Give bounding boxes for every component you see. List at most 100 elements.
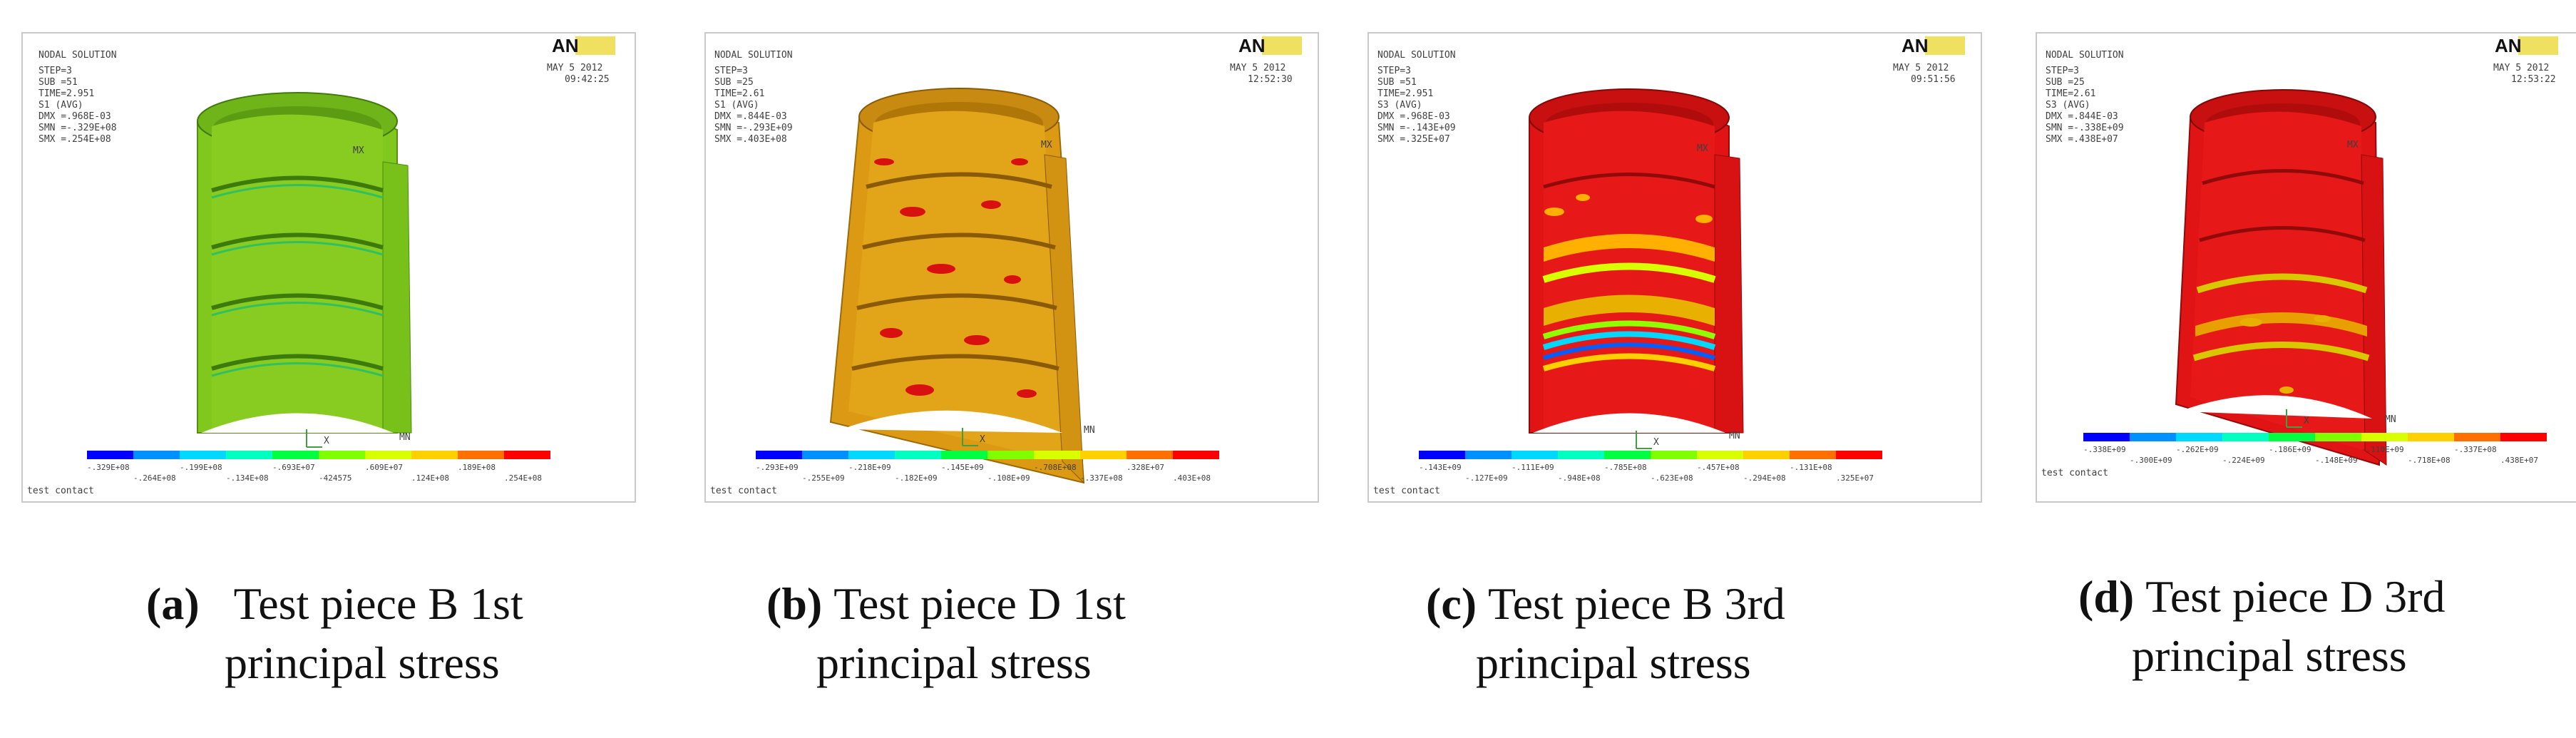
colorbar-segment xyxy=(848,451,895,459)
svg-text:STEP=3: STEP=3 xyxy=(1377,66,1411,76)
svg-text:AN: AN xyxy=(2495,35,2522,56)
svg-text:SUB =51: SUB =51 xyxy=(1377,77,1417,88)
colorbar-segment xyxy=(411,451,458,459)
ansys-logo: AN xyxy=(2495,35,2558,56)
caption-line2: principal stress xyxy=(225,637,500,689)
svg-text:SMN =-.293E+09: SMN =-.293E+09 xyxy=(714,123,793,133)
colorbar-segment xyxy=(941,451,987,459)
svg-text:NODAL SOLUTION: NODAL SOLUTION xyxy=(1377,50,1456,61)
caption-line1: Test piece D 3rd xyxy=(2145,571,2446,622)
colorbar-labels: -.293E+09 -.255E+09 -.218E+09 -.182E+09 … xyxy=(756,463,1211,483)
header-text: NODAL SOLUTION STEP=3 SUB =25 TIME=2.61 … xyxy=(714,50,793,145)
svg-text:-.457E+08: -.457E+08 xyxy=(1697,463,1740,472)
time-stamp: 12:52:30 xyxy=(1248,74,1293,85)
svg-text:SMX =.254E+08: SMX =.254E+08 xyxy=(39,134,111,145)
svg-text:SMX =.403E+08: SMX =.403E+08 xyxy=(714,134,787,145)
svg-text:SUB =51: SUB =51 xyxy=(39,77,78,88)
caption-line2: principal stress xyxy=(816,637,1092,689)
colorbar-segment xyxy=(802,451,848,459)
svg-text:NODAL SOLUTION: NODAL SOLUTION xyxy=(39,50,117,61)
svg-text:-.262E+09: -.262E+09 xyxy=(2176,445,2219,454)
svg-text:.438E+07: .438E+07 xyxy=(2500,456,2538,465)
svg-text:-.708E+08: -.708E+08 xyxy=(1034,463,1077,472)
svg-text:-424575: -424575 xyxy=(319,473,351,483)
caption-line1: Test piece B 1st xyxy=(233,578,523,629)
svg-text:-.300E+09: -.300E+09 xyxy=(2130,456,2172,465)
caption-line2: principal stress xyxy=(1476,637,1751,689)
colorbar-segment xyxy=(2269,433,2315,441)
svg-text:-.337E+08: -.337E+08 xyxy=(1080,473,1123,483)
colorbar-segment xyxy=(756,451,802,459)
ansys-logo: AN xyxy=(552,35,615,56)
svg-text:TIME=2.61: TIME=2.61 xyxy=(714,88,764,99)
svg-text:-.338E+09: -.338E+09 xyxy=(2083,445,2126,454)
svg-text:.328E+07: .328E+07 xyxy=(1127,463,1164,472)
svg-text:TIME=2.61: TIME=2.61 xyxy=(2046,88,2095,99)
svg-text:STEP=3: STEP=3 xyxy=(39,66,72,76)
header-text: NODAL SOLUTION STEP=3 SUB =25 TIME=2.61 … xyxy=(2046,50,2124,145)
colorbar-segment xyxy=(1604,451,1651,459)
svg-text:SMX =.325E+07: SMX =.325E+07 xyxy=(1377,134,1450,145)
colorbar xyxy=(87,451,550,459)
time-stamp: 09:51:56 xyxy=(1911,74,1956,85)
svg-text:-.264E+08: -.264E+08 xyxy=(133,473,176,483)
colorbar-segment xyxy=(895,451,941,459)
svg-text:.609E+07: .609E+07 xyxy=(365,463,403,472)
svg-text:.189E+08: .189E+08 xyxy=(458,463,496,472)
svg-text:SMN =-.329E+08: SMN =-.329E+08 xyxy=(39,123,117,133)
cylinder-model: MX MN X xyxy=(1529,88,1744,449)
colorbar-segment xyxy=(1419,451,1465,459)
svg-text:.124E+08: .124E+08 xyxy=(411,473,449,483)
caption-b: (b) Test piece D 1st principal stress xyxy=(766,574,1266,692)
svg-text:-.182E+09: -.182E+09 xyxy=(895,473,938,483)
caption-d: (d) Test piece D 3rd principal stress xyxy=(2078,567,2576,685)
date-stamp: MAY 5 2012 xyxy=(1230,63,1286,73)
svg-text:NODAL SOLUTION: NODAL SOLUTION xyxy=(2046,50,2124,61)
colorbar-segment xyxy=(365,451,411,459)
svg-text:S3 (AVG): S3 (AVG) xyxy=(1377,100,1422,111)
svg-text:DMX =.844E-03: DMX =.844E-03 xyxy=(714,111,787,122)
colorbar-segment xyxy=(1836,451,1882,459)
footer-label: test contact xyxy=(27,486,94,496)
colorbar-segment xyxy=(1790,451,1836,459)
svg-text:STEP=3: STEP=3 xyxy=(714,66,748,76)
caption-line2: principal stress xyxy=(2132,630,2407,682)
svg-text:AN: AN xyxy=(552,35,579,56)
colorbar-segment xyxy=(1512,451,1558,459)
colorbar-segment xyxy=(458,451,504,459)
svg-text:-.143E+09: -.143E+09 xyxy=(1419,463,1462,472)
colorbar xyxy=(2083,433,2547,441)
svg-text:-.218E+09: -.218E+09 xyxy=(848,463,891,472)
colorbar-segment xyxy=(1651,451,1697,459)
svg-text:-.785E+08: -.785E+08 xyxy=(1604,463,1647,472)
svg-text:-.718E+08: -.718E+08 xyxy=(2408,456,2451,465)
svg-text:-.293E+09: -.293E+09 xyxy=(756,463,799,472)
caption-letter: (d) xyxy=(2078,571,2135,622)
svg-text:MN: MN xyxy=(399,432,411,443)
footer-label: test contact xyxy=(710,486,777,496)
svg-text:-.224E+09: -.224E+09 xyxy=(2222,456,2265,465)
panel-d: NODAL SOLUTION STEP=3 SUB =25 TIME=2.61 … xyxy=(2036,32,2576,503)
svg-text:MN: MN xyxy=(1084,425,1095,436)
colorbar-segment xyxy=(2222,433,2269,441)
colorbar-segment xyxy=(272,451,319,459)
colorbar-segment xyxy=(1465,451,1512,459)
svg-text:-.294E+08: -.294E+08 xyxy=(1743,473,1786,483)
caption-line1: Test piece B 3rd xyxy=(1488,578,1785,629)
time-stamp: 09:42:25 xyxy=(565,74,610,85)
header-text: NODAL SOLUTION STEP=3 SUB =51 TIME=2.951… xyxy=(1377,50,1456,145)
footer-label: test contact xyxy=(1373,486,1440,496)
ansys-logo: AN xyxy=(1238,35,1302,56)
svg-text:AN: AN xyxy=(1902,35,1929,56)
colorbar-segment xyxy=(987,451,1034,459)
svg-text:DMX =.968E-03: DMX =.968E-03 xyxy=(39,111,111,122)
caption-c: (c) Test piece B 3rd principal stress xyxy=(1426,574,1925,692)
colorbar-labels: -.338E+09 -.300E+09 -.262E+09 -.224E+09 … xyxy=(2083,445,2538,465)
ansys-logo: AN xyxy=(1902,35,1965,56)
caption-letter: (a) xyxy=(146,578,200,629)
svg-text:MX: MX xyxy=(1697,143,1708,154)
svg-text:-.337E+08: -.337E+08 xyxy=(2454,445,2497,454)
colorbar-segment xyxy=(226,451,272,459)
time-stamp: 12:53:22 xyxy=(2511,74,2556,85)
svg-text:-.127E+09: -.127E+09 xyxy=(1465,473,1508,483)
